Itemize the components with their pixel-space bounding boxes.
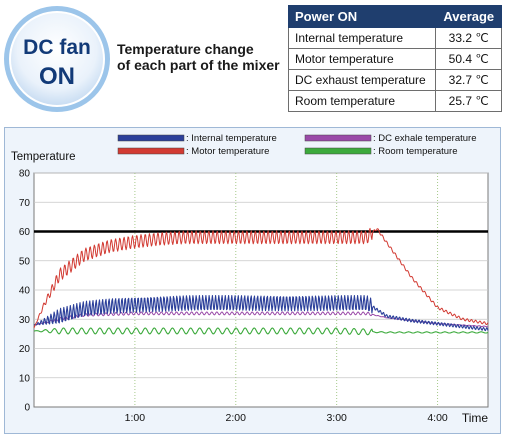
y-tick-label: 10	[19, 373, 31, 384]
series-line-motor	[33, 227, 489, 329]
legend-swatch-internal	[117, 134, 185, 142]
row-value-internal: 33.2 ℃	[435, 27, 502, 49]
y-tick-label: 50	[19, 256, 31, 267]
y-tick-label: 70	[19, 198, 31, 209]
x-tick-label: 3:00	[326, 412, 347, 424]
row-value-dc-exhaust: 32.7 ℃	[435, 69, 502, 91]
table-row: Internal temperature 33.2 ℃	[287, 27, 502, 49]
y-tick-label: 30	[19, 315, 31, 326]
table-header-label: Power ON	[287, 5, 437, 28]
row-value-room: 25.7 ℃	[435, 90, 502, 112]
average-table: Power ON Average Internal temperature 33…	[287, 5, 502, 112]
table-row: Motor temperature 50.4 ℃	[287, 48, 502, 70]
x-tick-label: 1:00	[125, 412, 146, 424]
legend-label-room: : Room temperature	[373, 146, 457, 157]
series-line-dc-exhale	[33, 311, 489, 328]
y-tick-label: 0	[24, 403, 30, 414]
y-tick-label: 80	[19, 169, 31, 180]
legend-swatch-motor	[117, 147, 185, 155]
chart-title: Temperature change of each part of the m…	[117, 41, 280, 73]
legend-swatch-room	[304, 147, 372, 155]
y-tick-label: 40	[19, 286, 31, 297]
x-tick-label: 2:00	[226, 412, 247, 424]
table-row: DC exhaust temperature 32.7 ℃	[287, 69, 502, 91]
table-row: Room temperature 25.7 ℃	[287, 90, 502, 112]
row-value-motor: 50.4 ℃	[435, 48, 502, 70]
x-axis-label: Time	[462, 411, 489, 425]
badge-line2: ON	[39, 63, 75, 90]
title-line1: Temperature change	[117, 41, 254, 57]
dc-fan-on-badge: DC fan ON	[2, 4, 112, 114]
legend-label-dc-exhale: : DC exhale temperature	[373, 133, 477, 144]
row-label-room: Room temperature	[287, 90, 437, 112]
legend-label-motor: : Motor temperature	[186, 146, 269, 157]
table-header-value: Average	[435, 5, 502, 28]
title-line2: of each part of the mixer	[117, 57, 280, 73]
temperature-chart: 0 10 20 30 40 50 60 70 80 1:00 2:00 3:00 4:00 : Inte…	[11, 133, 489, 425]
series-line-internal	[33, 295, 489, 332]
y-tick-label: 20	[19, 344, 31, 355]
chart-frame: 0 10 20 30 40 50 60 70 80 1:00 2:00 3:00 4:00 : Inte…	[4, 127, 501, 434]
y-tick-label: 60	[19, 227, 31, 238]
legend-swatch-dc-exhale	[304, 134, 372, 142]
badge-line1: DC fan	[23, 36, 91, 59]
series-line-room	[34, 327, 489, 336]
row-label-internal: Internal temperature	[287, 27, 437, 49]
row-label-dc-exhaust: DC exhaust temperature	[287, 69, 437, 91]
x-tick-label: 4:00	[427, 412, 448, 424]
y-axis-label: Temperature	[11, 151, 76, 163]
row-label-motor: Motor temperature	[287, 48, 437, 70]
legend-label-internal: : Internal temperature	[186, 133, 277, 144]
table-header-row: Power ON Average	[287, 5, 502, 28]
